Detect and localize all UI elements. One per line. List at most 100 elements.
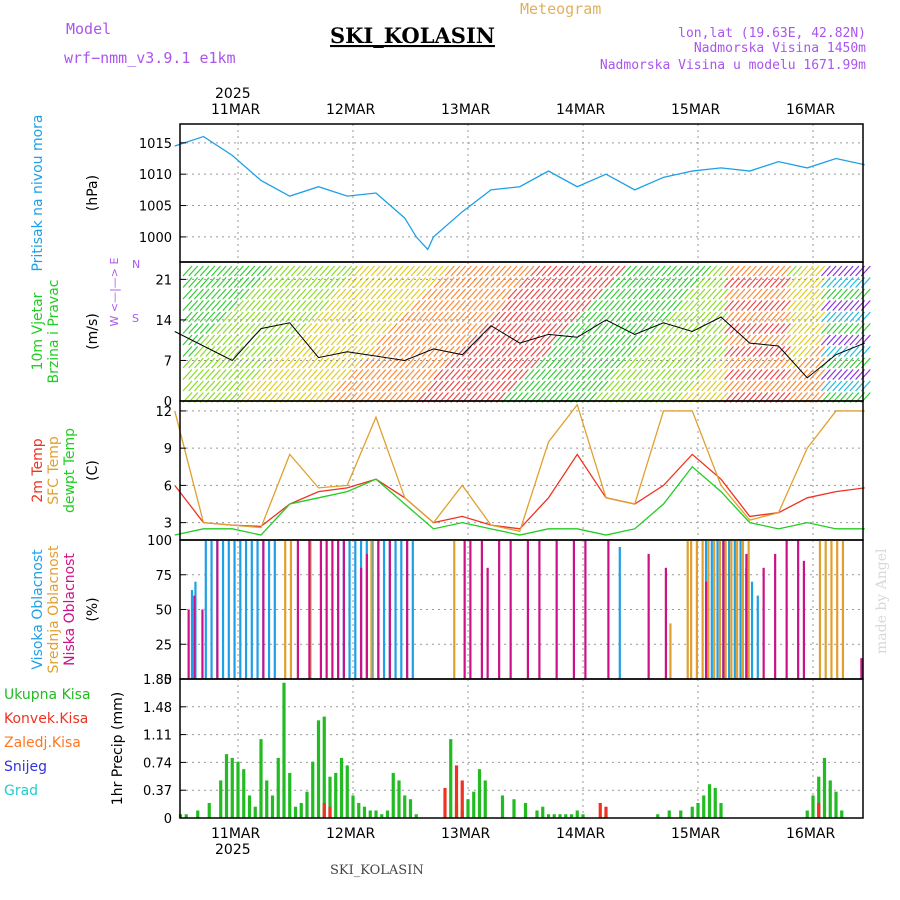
bar bbox=[328, 776, 332, 818]
wind-barb bbox=[347, 369, 358, 380]
wind-barb bbox=[444, 288, 455, 300]
bar bbox=[382, 540, 386, 679]
wind-barb bbox=[507, 277, 518, 288]
wind-barb bbox=[570, 277, 581, 288]
wind-barb bbox=[592, 334, 603, 346]
wind-barb bbox=[473, 346, 484, 357]
wind-barb bbox=[473, 334, 484, 346]
precip-legend-label: Snijeg bbox=[4, 759, 47, 775]
wind-barb bbox=[689, 265, 700, 277]
wind-barb bbox=[621, 323, 632, 334]
wind-barb bbox=[444, 380, 455, 392]
wind-barb bbox=[655, 357, 666, 369]
wind-barb bbox=[478, 346, 489, 357]
wind-barb bbox=[541, 369, 552, 380]
wind-barb bbox=[798, 265, 809, 277]
top-day-label: 15MAR bbox=[671, 102, 720, 118]
wind-barb bbox=[547, 311, 558, 323]
wind-barb bbox=[421, 357, 432, 369]
wind-barb bbox=[724, 357, 734, 369]
wind-barb bbox=[182, 357, 193, 369]
bar bbox=[227, 540, 230, 679]
wind-barb bbox=[205, 311, 216, 323]
wind-barb bbox=[188, 346, 199, 357]
wind-barb bbox=[610, 334, 620, 346]
wind-barb bbox=[718, 323, 729, 334]
wind-barb bbox=[461, 265, 472, 277]
wind-barb bbox=[752, 277, 763, 288]
wind-barb bbox=[496, 334, 506, 346]
bar bbox=[385, 810, 390, 818]
wind-barb bbox=[706, 323, 717, 334]
bar bbox=[724, 540, 727, 679]
wind-barb bbox=[433, 369, 444, 380]
wind-barb bbox=[268, 300, 278, 311]
wind-barb bbox=[786, 323, 797, 334]
wind-barb bbox=[399, 265, 410, 277]
wind-barb bbox=[535, 300, 546, 311]
wind-barb bbox=[285, 380, 296, 392]
bar bbox=[305, 791, 309, 818]
wind-barb bbox=[376, 334, 387, 346]
wind-barb bbox=[421, 369, 432, 380]
wind-barb bbox=[644, 311, 655, 323]
bar bbox=[817, 802, 821, 818]
wind-barb bbox=[182, 288, 193, 300]
wind-barb bbox=[347, 346, 358, 357]
wind-barb bbox=[473, 288, 484, 300]
wind-barb bbox=[427, 369, 438, 380]
wind-barb bbox=[273, 323, 284, 334]
wind-barb bbox=[279, 334, 290, 346]
wind-barb bbox=[347, 265, 358, 277]
wind-barb bbox=[319, 357, 330, 369]
wind-barb bbox=[610, 380, 620, 392]
wind-barb bbox=[843, 311, 854, 323]
wind-barb bbox=[513, 265, 524, 277]
wind-barb bbox=[245, 323, 256, 334]
wind-barb bbox=[211, 311, 221, 323]
wind-barb bbox=[450, 346, 461, 357]
wind-barb bbox=[667, 323, 677, 334]
wind-barb bbox=[655, 265, 666, 277]
wind-barb bbox=[667, 288, 677, 300]
wind-barb bbox=[222, 300, 233, 311]
wind-barb bbox=[393, 265, 404, 277]
wind-barb bbox=[752, 357, 763, 369]
wind-barb bbox=[575, 369, 586, 380]
wind-barb bbox=[211, 380, 221, 392]
wind-barb bbox=[319, 323, 330, 334]
bar bbox=[334, 772, 338, 818]
wind-barb bbox=[325, 346, 335, 357]
wind-barb bbox=[553, 346, 563, 357]
bar bbox=[289, 540, 293, 679]
wind-barb bbox=[353, 334, 364, 346]
wind-barb bbox=[228, 346, 239, 357]
wind-barb bbox=[296, 311, 307, 323]
bar bbox=[472, 791, 476, 818]
wind-barb bbox=[467, 357, 478, 369]
wind-barb bbox=[421, 288, 432, 300]
wind-barb bbox=[832, 288, 843, 300]
bar bbox=[201, 609, 204, 679]
bar bbox=[284, 540, 287, 679]
wind-barb bbox=[826, 369, 837, 380]
panel-axis-label: dewpt Temp bbox=[62, 428, 78, 513]
wind-barb bbox=[496, 380, 506, 392]
bar bbox=[541, 806, 545, 818]
wind-barb bbox=[553, 380, 563, 392]
wind-barb bbox=[632, 323, 643, 334]
wind-barb bbox=[758, 357, 769, 369]
wind-barb bbox=[279, 346, 290, 357]
wind-barb bbox=[729, 277, 740, 288]
top-day-label: 12MAR bbox=[326, 102, 375, 118]
wind-barb bbox=[484, 323, 495, 334]
wind-barb bbox=[279, 323, 290, 334]
wind-barb bbox=[718, 334, 729, 346]
bottom-day-label: 15MAR bbox=[671, 826, 720, 842]
wind-barb bbox=[786, 288, 797, 300]
wind-barb bbox=[729, 288, 740, 300]
wind-barb bbox=[262, 369, 273, 380]
wind-barb bbox=[456, 288, 467, 300]
wind-barb bbox=[262, 357, 273, 369]
wind-barb bbox=[684, 323, 695, 334]
